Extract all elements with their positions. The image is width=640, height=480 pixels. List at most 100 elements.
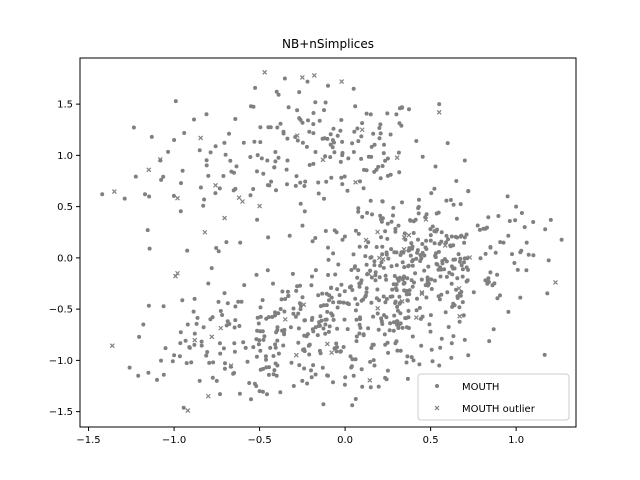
point-mouth bbox=[294, 288, 299, 293]
point-mouth bbox=[198, 185, 203, 190]
point-mouth bbox=[351, 252, 356, 257]
point-mouth bbox=[486, 276, 491, 281]
point-mouth bbox=[211, 360, 216, 365]
point-mouth bbox=[195, 315, 200, 320]
point-mouth-outlier bbox=[262, 69, 268, 75]
point-mouth bbox=[428, 233, 433, 238]
point-mouth bbox=[206, 173, 211, 178]
point-mouth bbox=[368, 359, 373, 364]
point-mouth bbox=[355, 302, 360, 307]
point-mouth bbox=[330, 138, 335, 143]
point-mouth bbox=[307, 163, 312, 167]
point-mouth bbox=[225, 319, 230, 324]
point-mouth bbox=[406, 308, 411, 313]
point-mouth bbox=[265, 268, 270, 273]
point-mouth bbox=[258, 305, 263, 310]
point-mouth bbox=[559, 237, 564, 242]
point-mouth bbox=[296, 340, 301, 345]
point-mouth bbox=[357, 322, 362, 327]
point-mouth bbox=[434, 251, 438, 256]
point-mouth bbox=[305, 381, 310, 386]
point-mouth bbox=[524, 268, 529, 273]
point-mouth bbox=[321, 402, 326, 407]
point-mouth bbox=[501, 240, 506, 245]
point-mouth bbox=[326, 83, 330, 88]
point-mouth bbox=[403, 237, 408, 242]
point-mouth bbox=[302, 184, 307, 188]
point-mouth bbox=[242, 283, 247, 288]
point-mouth bbox=[337, 293, 342, 298]
point-mouth bbox=[313, 100, 318, 105]
point-mouth bbox=[317, 320, 322, 325]
point-mouth bbox=[296, 326, 301, 331]
point-mouth bbox=[378, 176, 383, 181]
point-mouth-outlier bbox=[175, 195, 180, 201]
point-mouth bbox=[273, 310, 277, 315]
point-mouth bbox=[438, 345, 443, 350]
point-mouth bbox=[326, 373, 330, 378]
point-mouth bbox=[428, 238, 433, 243]
point-mouth bbox=[420, 242, 425, 246]
point-mouth bbox=[331, 380, 335, 385]
point-mouth bbox=[255, 153, 260, 158]
point-mouth bbox=[447, 270, 452, 275]
point-mouth bbox=[300, 223, 305, 228]
point-mouth bbox=[257, 389, 262, 394]
point-mouth-outlier bbox=[299, 75, 305, 80]
point-mouth bbox=[256, 342, 261, 347]
point-mouth bbox=[280, 289, 285, 294]
point-mouth bbox=[147, 194, 152, 199]
point-mouth bbox=[185, 248, 190, 253]
point-mouth bbox=[243, 345, 248, 350]
point-mouth bbox=[328, 142, 333, 147]
point-mouth bbox=[437, 241, 442, 246]
point-mouth bbox=[285, 158, 290, 163]
point-mouth bbox=[374, 245, 379, 249]
point-mouth bbox=[458, 202, 463, 207]
point-mouth bbox=[369, 275, 374, 280]
point-mouth bbox=[353, 228, 358, 233]
point-mouth bbox=[173, 99, 178, 104]
point-mouth bbox=[266, 235, 271, 240]
point-mouth bbox=[273, 159, 278, 164]
point-mouth bbox=[285, 289, 290, 294]
point-mouth bbox=[316, 191, 321, 196]
point-mouth bbox=[493, 250, 498, 255]
point-mouth bbox=[376, 164, 381, 169]
point-mouth bbox=[353, 357, 358, 362]
point-mouth bbox=[396, 223, 401, 228]
point-mouth bbox=[413, 271, 418, 276]
point-mouth bbox=[282, 309, 287, 314]
point-mouth bbox=[327, 298, 331, 303]
point-mouth bbox=[483, 251, 488, 256]
point-mouth bbox=[419, 343, 424, 348]
point-mouth bbox=[213, 191, 218, 196]
point-mouth bbox=[225, 301, 230, 306]
point-mouth bbox=[449, 281, 454, 286]
point-mouth bbox=[462, 240, 467, 245]
point-mouth bbox=[462, 256, 467, 261]
point-mouth bbox=[383, 342, 388, 347]
point-mouth bbox=[381, 265, 386, 270]
point-mouth bbox=[372, 169, 377, 174]
point-mouth-outlier bbox=[363, 237, 369, 243]
point-mouth bbox=[429, 287, 434, 291]
point-mouth bbox=[393, 226, 398, 231]
point-mouth bbox=[395, 304, 400, 309]
point-mouth bbox=[384, 252, 389, 257]
point-mouth bbox=[495, 272, 500, 277]
point-mouth bbox=[321, 326, 326, 331]
point-mouth bbox=[172, 353, 177, 358]
point-mouth bbox=[385, 156, 390, 161]
point-mouth bbox=[357, 244, 362, 249]
point-mouth bbox=[192, 117, 196, 122]
point-mouth bbox=[506, 233, 511, 238]
point-mouth bbox=[330, 313, 335, 318]
y-tick-label: 1.0 bbox=[57, 151, 73, 162]
point-mouth bbox=[271, 372, 276, 377]
point-mouth bbox=[386, 350, 391, 355]
point-mouth bbox=[274, 330, 279, 335]
point-mouth bbox=[457, 305, 462, 310]
point-mouth bbox=[208, 150, 213, 155]
point-mouth-outlier bbox=[282, 316, 288, 322]
